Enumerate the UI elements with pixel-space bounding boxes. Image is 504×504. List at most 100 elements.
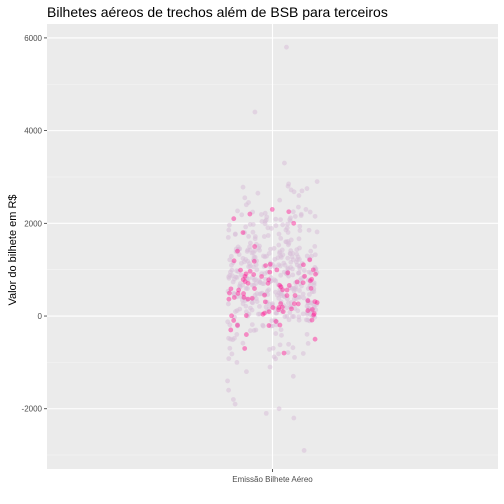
data-point-highlight (281, 350, 287, 356)
data-point (301, 295, 307, 301)
data-point-highlight (278, 301, 284, 306)
data-point (269, 226, 274, 231)
data-point (246, 264, 252, 270)
data-point (243, 285, 249, 291)
data-point (285, 221, 290, 227)
data-point (249, 282, 255, 288)
data-point-highlight (278, 284, 284, 290)
data-point (252, 236, 258, 242)
data-point (276, 242, 282, 248)
data-point (285, 230, 291, 235)
data-point (268, 264, 273, 270)
data-point (284, 44, 289, 50)
data-point-highlight (259, 274, 264, 279)
data-point (313, 266, 319, 272)
data-point-highlight (262, 292, 267, 298)
data-point (290, 345, 296, 351)
data-point (225, 234, 231, 240)
data-point-highlight (277, 282, 283, 288)
data-point (295, 308, 301, 314)
data-point (229, 262, 234, 268)
data-point-highlight (252, 286, 257, 292)
data-point (300, 351, 306, 356)
data-point (295, 204, 301, 210)
data-point-highlight (314, 300, 320, 305)
data-point (254, 299, 260, 305)
y-tick-label: 4000 (24, 127, 42, 136)
data-point-highlight (231, 295, 237, 300)
data-point (305, 341, 311, 346)
data-point-highlight (292, 293, 298, 298)
data-point (240, 282, 246, 288)
data-point-highlight (311, 312, 317, 318)
data-point (282, 314, 288, 320)
data-point-highlight (305, 308, 311, 313)
data-point-highlight (241, 291, 246, 296)
data-point (304, 310, 310, 316)
data-point (264, 308, 270, 314)
data-point (293, 280, 299, 286)
data-point (296, 270, 301, 276)
data-point (288, 259, 294, 265)
data-point (246, 233, 252, 239)
data-point-highlight (249, 295, 255, 301)
data-point (232, 401, 238, 407)
data-point (301, 448, 307, 453)
data-point (288, 218, 293, 224)
data-point-highlight (312, 336, 318, 342)
data-point (270, 323, 275, 329)
data-point-highlight (266, 277, 272, 283)
data-point (267, 364, 273, 370)
data-point-highlight (280, 287, 286, 293)
data-point (229, 351, 235, 357)
data-point (267, 346, 272, 352)
data-point (250, 209, 256, 215)
data-point (273, 310, 279, 316)
data-point (294, 247, 300, 253)
data-point (234, 359, 240, 365)
data-point-highlight (302, 273, 307, 279)
data-point (260, 323, 266, 329)
data-point (307, 209, 313, 215)
data-point (242, 195, 248, 201)
data-point-highlight (235, 322, 240, 328)
data-point (265, 292, 271, 297)
data-point (243, 303, 249, 309)
data-point (226, 227, 232, 233)
data-point (293, 296, 299, 302)
data-point-highlight (295, 301, 301, 307)
data-point (276, 406, 282, 412)
y-tick-label: -2000 (22, 405, 43, 414)
data-point (277, 263, 283, 269)
data-point (297, 266, 303, 271)
data-point (269, 318, 275, 324)
data-point-highlight (245, 296, 251, 302)
data-point-highlight (228, 327, 234, 333)
data-point-highlight (276, 307, 281, 313)
data-point (303, 207, 309, 212)
data-point (312, 243, 318, 249)
data-point (235, 322, 240, 327)
data-point (262, 221, 268, 227)
data-point (226, 356, 232, 362)
data-point-highlight (226, 296, 232, 302)
data-point-highlight (274, 267, 280, 273)
data-point (241, 259, 247, 265)
data-point (291, 189, 297, 195)
data-point-highlight (289, 306, 294, 312)
data-point (227, 345, 233, 351)
data-point (297, 277, 303, 283)
data-point (243, 202, 249, 208)
data-point (226, 222, 232, 228)
data-point-highlight (273, 319, 279, 324)
data-point-highlight (229, 313, 234, 319)
data-point-highlight (277, 322, 283, 328)
data-point (313, 307, 319, 313)
data-point-highlight (251, 258, 257, 264)
data-point (306, 227, 312, 233)
y-tick-label: 2000 (24, 219, 42, 228)
data-point (251, 328, 257, 333)
data-point-highlight (267, 269, 273, 275)
